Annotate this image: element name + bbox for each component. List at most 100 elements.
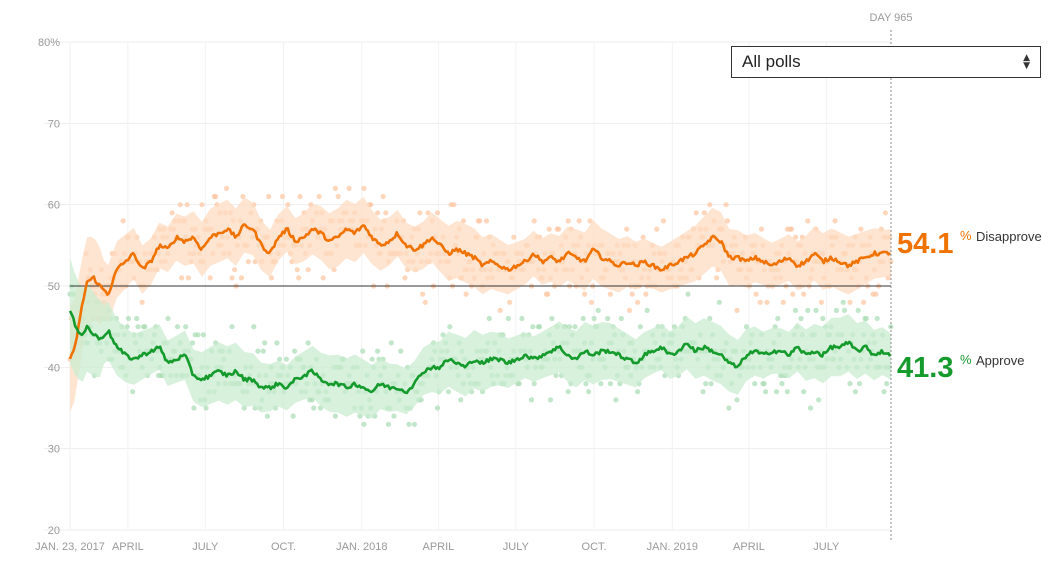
- confidence-bands: [70, 196, 891, 419]
- y-tick-label: 70: [48, 118, 60, 130]
- approve-poll-dot: [553, 372, 559, 379]
- disapprove-poll-dot: [463, 291, 469, 297]
- approve-poll-dot: [440, 332, 446, 338]
- approve-poll-dot: [855, 307, 861, 313]
- disapprove-poll-dot: [818, 299, 825, 305]
- disapprove-poll-dot: [546, 226, 552, 232]
- disapprove-poll-dot: [885, 275, 891, 281]
- approve-poll-dot: [361, 421, 367, 427]
- approve-poll-dot: [613, 397, 619, 403]
- approve-poll-dot: [505, 315, 511, 322]
- y-tick-label: 80%: [38, 37, 60, 49]
- day-marker-label: DAY 965: [869, 12, 912, 24]
- disapprove-poll-dot: [297, 193, 303, 200]
- approve-poll-dot: [763, 389, 769, 395]
- approve-poll-dot: [388, 340, 394, 346]
- y-tick-label: 60: [48, 200, 60, 212]
- approve-poll-dot: [530, 324, 536, 330]
- disapprove-poll-dot: [701, 210, 707, 216]
- disapprove-poll-dot: [497, 307, 503, 313]
- approve-poll-dot: [726, 405, 732, 411]
- disapprove-poll-dot: [832, 218, 838, 224]
- disapprove-poll-dot: [420, 291, 426, 297]
- approve-poll-dot: [189, 340, 196, 346]
- disapprove-poll-dot: [296, 275, 302, 281]
- approve-poll-dot: [884, 381, 890, 387]
- y-tick-label: 50: [48, 281, 60, 293]
- approve-poll-dot: [801, 389, 807, 395]
- disapprove-poll-dot: [707, 202, 713, 208]
- approve-poll-dot: [135, 324, 141, 330]
- approve-poll-dot: [360, 348, 366, 354]
- disapprove-poll-dot: [507, 299, 513, 305]
- approve-poll-dot: [434, 405, 441, 411]
- approve-poll-dot: [516, 381, 522, 387]
- approve-poll-dot: [398, 348, 404, 354]
- day-marker: DAY 965: [869, 12, 913, 540]
- disapprove-label: Disapprove: [976, 229, 1042, 244]
- disapprove-poll-dot: [335, 193, 341, 200]
- disapprove-poll-dot: [724, 218, 731, 224]
- disapprove-poll-dot: [238, 275, 245, 281]
- disapprove-poll-dot: [882, 210, 889, 216]
- approve-poll-dot: [784, 389, 791, 395]
- approve-poll-dot: [605, 315, 611, 322]
- disapprove-poll-dot: [380, 193, 386, 200]
- disapprove-poll-dot: [422, 299, 428, 305]
- disapprove-poll-dot: [305, 267, 311, 273]
- disapprove-poll-dot: [753, 291, 759, 297]
- approve-poll-dot: [813, 307, 819, 313]
- poll-filter-select[interactable]: All polls ▲ ▼: [731, 46, 1041, 78]
- approve-poll-dot: [183, 324, 189, 330]
- approve-poll-dot: [598, 381, 604, 387]
- approve-poll-dot: [708, 381, 714, 387]
- x-tick-label: OCT.: [271, 541, 296, 553]
- disapprove-poll-dot: [294, 267, 300, 273]
- x-tick-label: JULY: [192, 541, 219, 553]
- approve-poll-dot: [332, 413, 338, 419]
- approve-poll-dot: [874, 315, 880, 322]
- disapprove-poll-dot: [417, 210, 423, 216]
- approve-poll-dot: [255, 348, 261, 354]
- approve-poll-dot: [743, 324, 750, 330]
- disapprove-poll-dot: [861, 299, 867, 305]
- approve-poll-dot: [134, 315, 140, 322]
- disapprove-poll-dot: [184, 202, 190, 208]
- approve-poll-dot: [191, 405, 197, 411]
- disapprove-poll-dot: [279, 193, 285, 200]
- disapprove-poll-dot: [565, 218, 571, 224]
- disapprove-poll-dot: [858, 226, 864, 232]
- disapprove-poll-dot: [556, 226, 562, 232]
- disapprove-poll-dot: [177, 202, 183, 208]
- approve-poll-dot: [703, 381, 709, 387]
- approve-poll-dot: [411, 421, 417, 427]
- disapprove-poll-dot: [660, 218, 667, 224]
- approve-poll-dot: [580, 315, 586, 322]
- y-tick-label: 40: [48, 362, 60, 374]
- approve-poll-dot: [700, 389, 706, 395]
- approve-poll-dot: [264, 413, 270, 419]
- approve-poll-dot: [635, 389, 641, 395]
- approve-poll-dot: [547, 397, 554, 403]
- approve-poll-dot: [816, 397, 822, 403]
- approve-poll-dot: [798, 315, 804, 322]
- disapprove-poll-dot: [169, 210, 175, 216]
- approve-poll-dot: [309, 397, 315, 403]
- approve-value: 41.3: [897, 352, 953, 384]
- disapprove-poll-dot: [331, 267, 337, 273]
- disapprove-poll-dot: [477, 218, 483, 224]
- approve-poll-dot: [174, 324, 181, 330]
- disapprove-poll-dot: [624, 226, 630, 232]
- disapprove-poll-dot: [402, 275, 408, 281]
- disapprove-poll-dot: [368, 202, 374, 208]
- disapprove-poll-dot: [460, 218, 466, 224]
- disapprove-poll-dot: [764, 299, 770, 305]
- approve-label: Approve: [976, 353, 1024, 368]
- disapprove-poll-dot: [375, 210, 381, 216]
- disapprove-poll-dot: [139, 299, 145, 305]
- disapprove-poll-dot: [790, 291, 796, 297]
- approve-poll-dot: [591, 315, 597, 322]
- approve-poll-dot: [840, 299, 846, 305]
- approve-poll-dot: [125, 315, 132, 322]
